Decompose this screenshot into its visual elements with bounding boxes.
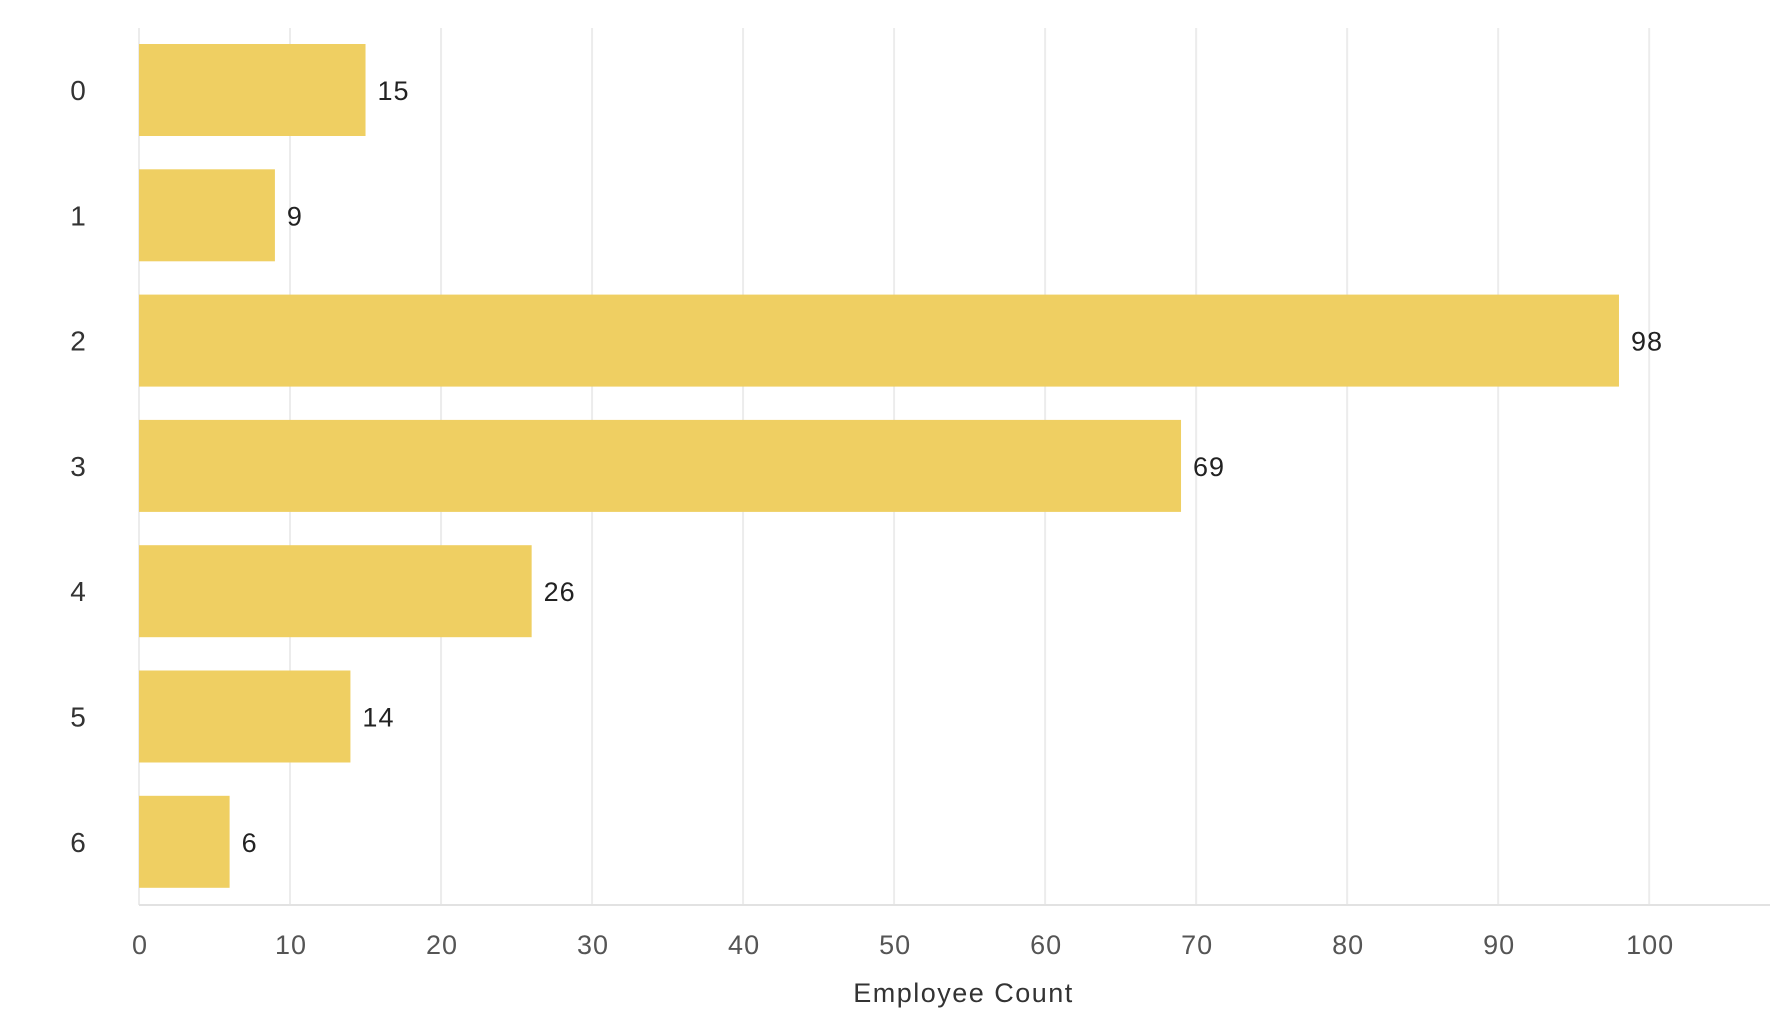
data-label: 15 <box>378 76 410 106</box>
bar-5 <box>139 670 351 763</box>
x-axis-title: Employee Count <box>853 978 1074 1008</box>
y-tick-label: 1 <box>70 200 86 231</box>
y-tick-label: 6 <box>70 827 86 858</box>
data-label: 9 <box>287 201 303 231</box>
x-tick-label: 90 <box>1483 930 1515 960</box>
bar-1 <box>139 169 275 262</box>
y-tick-label: 4 <box>70 576 86 607</box>
data-label: 14 <box>362 703 394 733</box>
data-label: 26 <box>544 577 576 607</box>
data-label: 6 <box>242 828 258 858</box>
bar-6 <box>139 795 230 888</box>
x-tick-label: 60 <box>1030 930 1062 960</box>
data-label: 69 <box>1193 452 1225 482</box>
data-labels: 15 9 98 69 26 14 6 <box>242 76 1663 858</box>
x-tick-label: 100 <box>1626 930 1674 960</box>
bar-3 <box>139 419 1182 512</box>
bar-4 <box>139 545 532 638</box>
bar-2 <box>139 294 1619 387</box>
bar-0 <box>139 44 366 136</box>
y-tick-label: 0 <box>70 75 86 106</box>
y-axis-tick-labels: 0 1 2 3 4 5 6 <box>70 75 86 858</box>
x-tick-label: 0 <box>132 930 148 960</box>
x-tick-label: 80 <box>1332 930 1364 960</box>
y-tick-label: 5 <box>70 702 86 733</box>
x-tick-label: 70 <box>1181 930 1213 960</box>
bars <box>139 44 1619 888</box>
x-tick-label: 40 <box>728 930 760 960</box>
x-axis-tick-labels: 0 10 20 30 40 50 60 70 80 90 100 <box>132 930 1674 960</box>
x-tick-label: 20 <box>426 930 458 960</box>
x-tick-label: 10 <box>275 930 307 960</box>
y-tick-label: 2 <box>70 326 86 357</box>
x-tick-label: 50 <box>879 930 911 960</box>
y-tick-label: 3 <box>70 451 86 482</box>
x-tick-label: 30 <box>577 930 609 960</box>
data-label: 98 <box>1631 327 1663 357</box>
